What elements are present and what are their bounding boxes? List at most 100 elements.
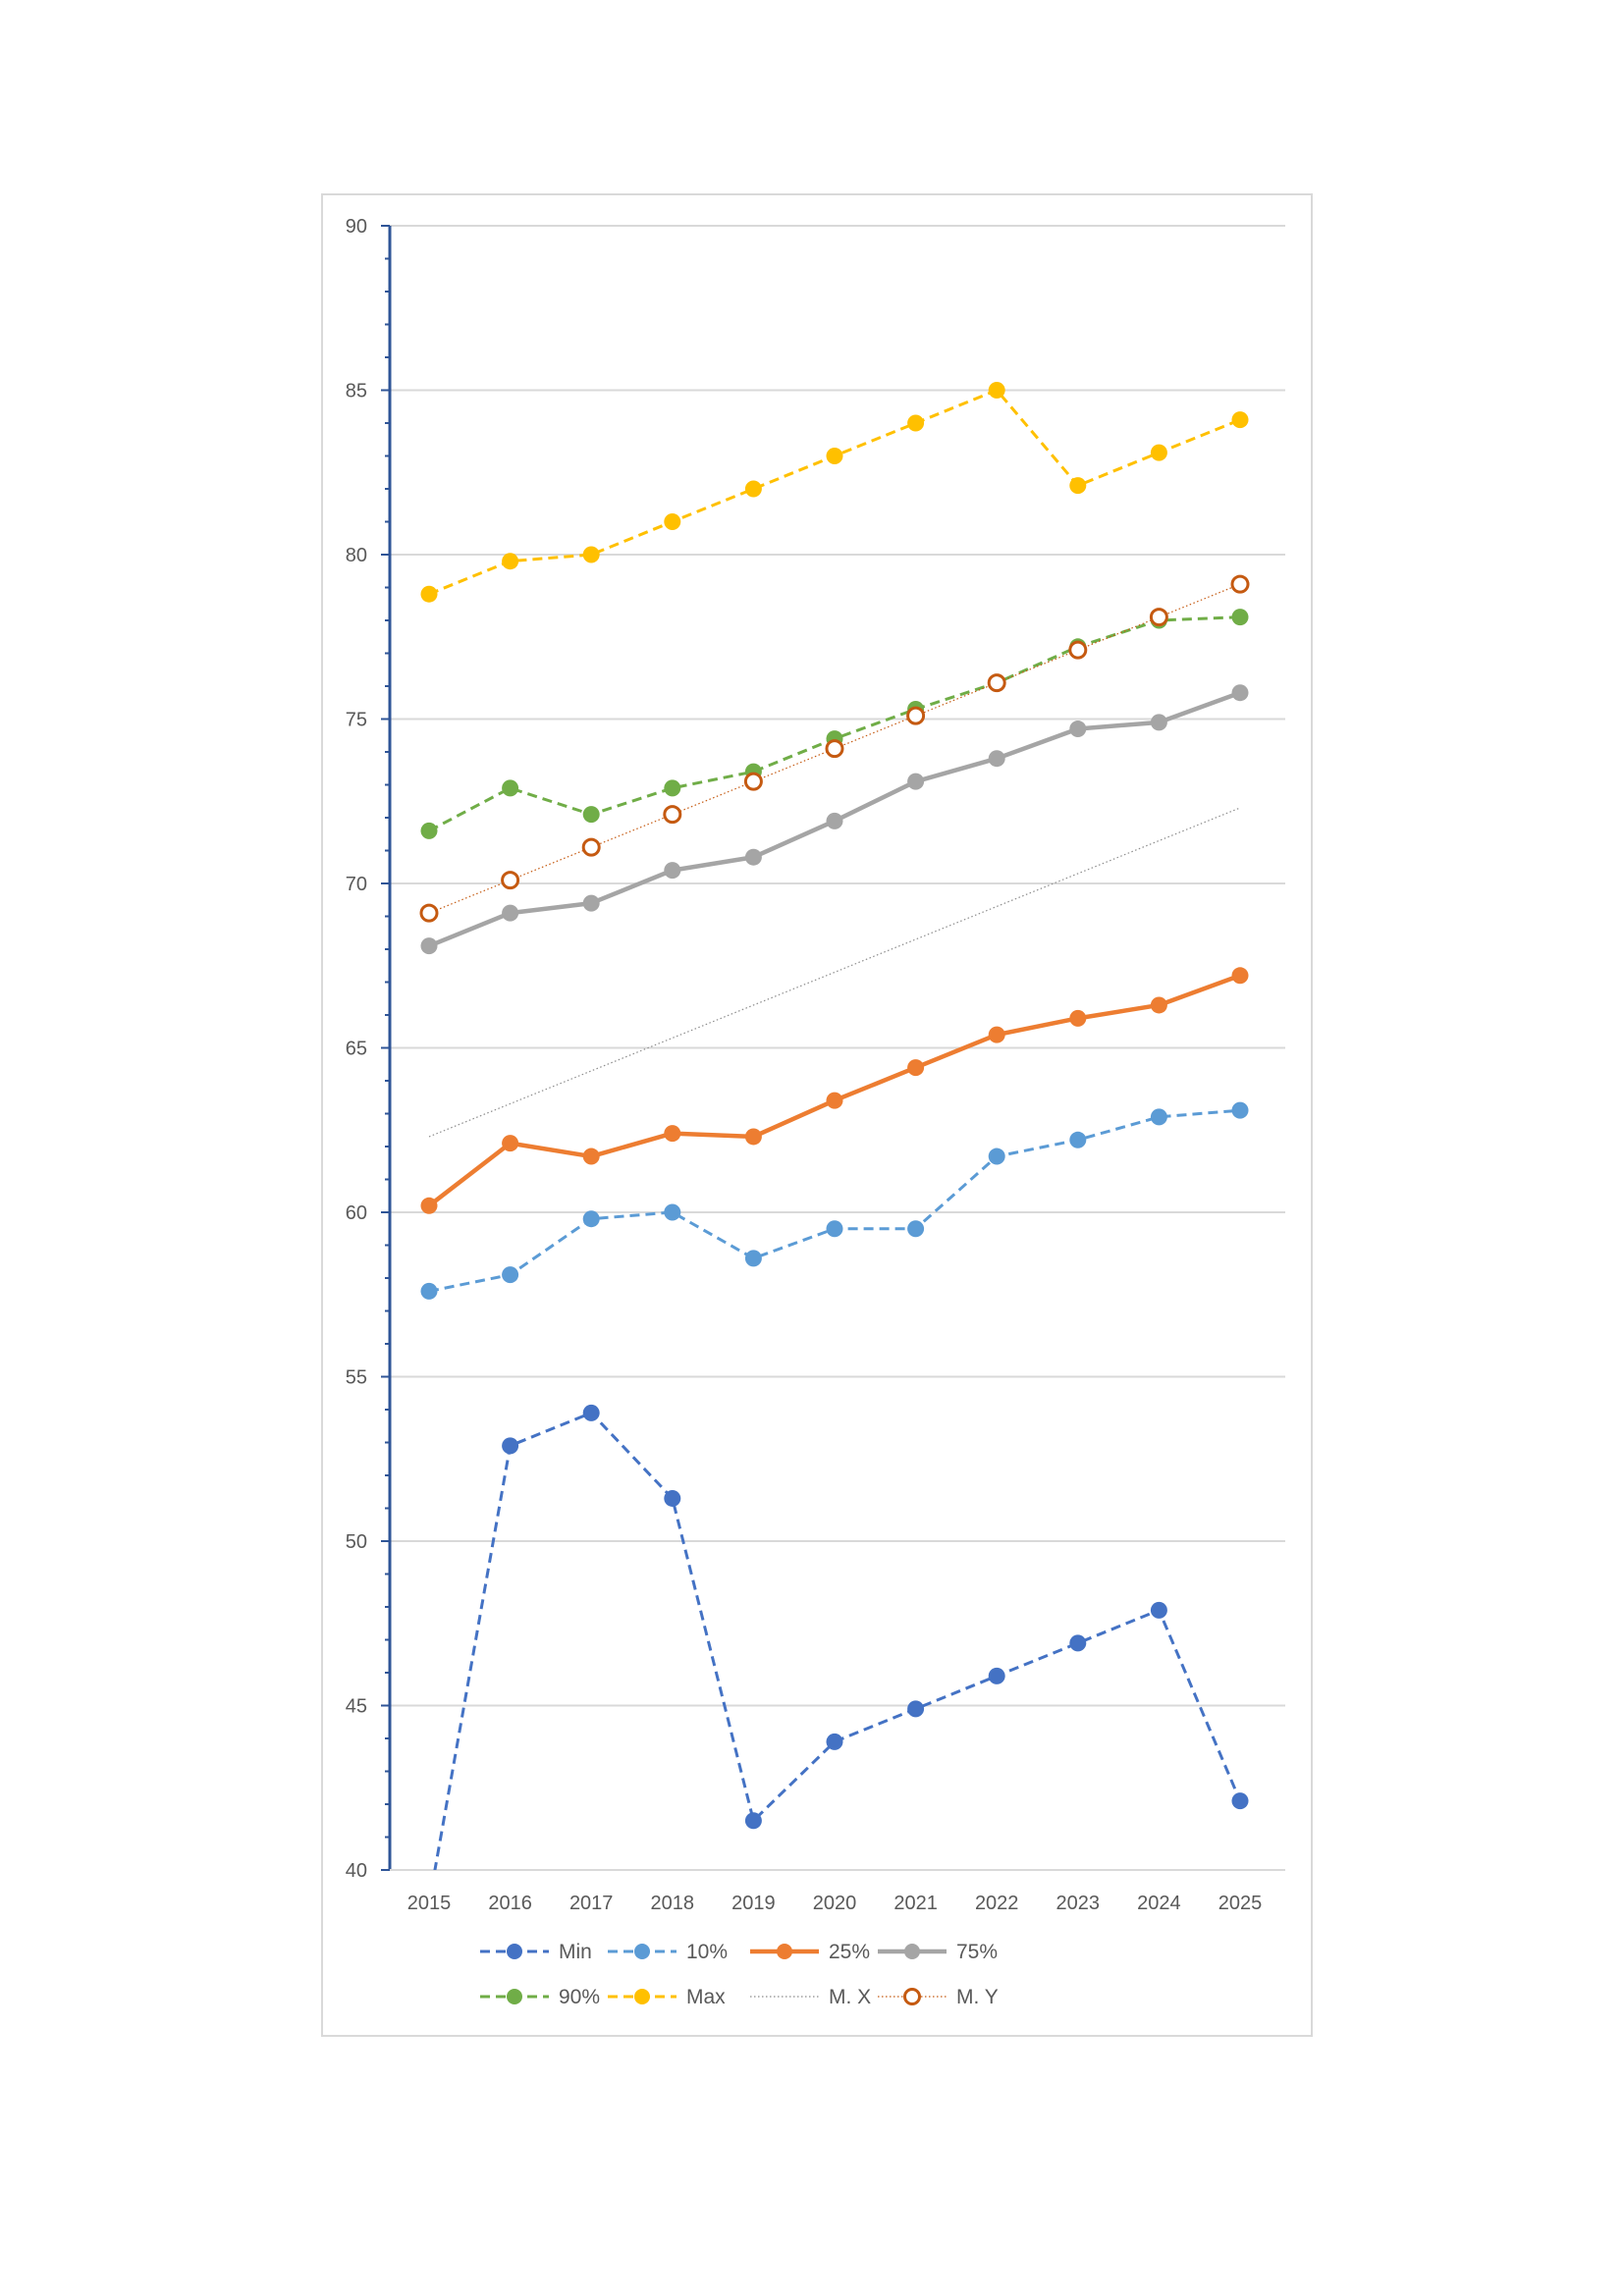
y-tick-label: 60 (346, 1202, 367, 1224)
data-point (420, 1282, 438, 1300)
y-tick-label: 40 (346, 1860, 367, 1882)
data-point (826, 1733, 843, 1750)
data-point (1150, 1601, 1167, 1619)
y-tick-label: 80 (346, 545, 367, 566)
data-point (663, 805, 682, 825)
y-tick-label: 75 (346, 710, 367, 731)
legend-label: Min (559, 1941, 592, 1963)
y-tick-labels: 40 45 50 55 60 65 70 75 80 85 90 (346, 216, 367, 1882)
data-point (1230, 574, 1250, 594)
data-point (744, 1128, 762, 1146)
legend-item-m-x: M. X (750, 1986, 871, 2008)
data-point (743, 772, 763, 791)
data-point (906, 706, 926, 725)
data-point (420, 1197, 438, 1214)
data-point (664, 1489, 681, 1507)
data-point (664, 1203, 681, 1221)
x-tick-label: 2022 (975, 1893, 1018, 1914)
x-tick-label: 2024 (1137, 1893, 1181, 1914)
series-line-m-y (428, 583, 1241, 914)
data-point (744, 848, 762, 866)
data-point (744, 480, 762, 498)
legend-item-m-y: M. Y (878, 1986, 999, 2008)
data-point (420, 585, 438, 603)
x-tick-label: 2017 (569, 1893, 614, 1914)
legend-marker (634, 1944, 650, 1959)
data-point (1231, 1101, 1249, 1119)
data-point (1231, 411, 1249, 429)
legend-marker (634, 1989, 650, 2004)
series-line-min (433, 1411, 1242, 1870)
legend-label: 75% (956, 1941, 998, 1963)
data-point (907, 414, 925, 432)
data-point (664, 779, 681, 797)
x-tick-label: 2021 (893, 1893, 938, 1914)
data-point (664, 862, 681, 880)
data-point (826, 448, 843, 464)
data-point (744, 1250, 762, 1267)
legend-item-90: 90% (480, 1986, 600, 2008)
data-point (988, 1026, 1005, 1043)
x-tick-label: 2016 (488, 1893, 531, 1914)
data-point (419, 903, 439, 923)
data-point (1150, 444, 1167, 461)
series-line-max (428, 389, 1241, 596)
data-point (582, 1148, 600, 1165)
data-point (987, 673, 1006, 693)
data-point (988, 750, 1005, 768)
data-point (1069, 477, 1087, 495)
legend-marker (777, 1944, 792, 1959)
legend-item-25: 25% (750, 1941, 870, 1963)
data-point (502, 1266, 519, 1284)
data-point (1231, 1792, 1249, 1810)
data-point (1069, 1634, 1087, 1652)
legend-item-min: Min (480, 1941, 592, 1963)
data-point (825, 739, 844, 759)
data-point (826, 1220, 843, 1238)
legend-label: 90% (559, 1986, 600, 2008)
data-point (907, 773, 925, 790)
plot-area (419, 382, 1250, 1870)
x-tick-label: 2015 (407, 1893, 452, 1914)
data-point (582, 546, 600, 563)
data-point (502, 1437, 519, 1455)
legend-label: M. Y (956, 1986, 999, 2008)
data-point (1069, 721, 1087, 738)
legend: Min 10% 25% 75% 90% Max M. X M. Y (480, 1941, 999, 2008)
data-point (502, 779, 519, 797)
legend-label: 10% (686, 1941, 728, 1963)
data-point (907, 1220, 925, 1238)
data-point (907, 1700, 925, 1718)
y-tick-label: 70 (346, 874, 367, 895)
data-point (420, 937, 438, 955)
data-point (1231, 609, 1249, 626)
y-tick-label: 45 (346, 1696, 367, 1718)
data-point (826, 1092, 843, 1109)
chart-frame: 40 45 50 55 60 65 70 75 80 85 90 2015 2016 2017 2018 2… (321, 193, 1313, 2037)
series-min (433, 1404, 1249, 1870)
data-point (826, 812, 843, 829)
data-point (420, 822, 438, 839)
legend-label: M. X (829, 1986, 871, 2008)
x-tick-label: 2019 (731, 1893, 776, 1914)
y-tick-label: 90 (346, 216, 367, 238)
legend-marker (903, 1988, 921, 2005)
data-point (1068, 640, 1088, 660)
data-point (582, 1210, 600, 1228)
series-m-y (419, 574, 1250, 923)
data-point (582, 1404, 600, 1421)
x-tick-label: 2018 (651, 1893, 695, 1914)
data-point (988, 1148, 1005, 1165)
series-75 (420, 684, 1249, 955)
x-tick-label: 2025 (1218, 1893, 1263, 1914)
x-tick-label: 2020 (813, 1893, 857, 1914)
data-point (501, 871, 520, 890)
y-tick-label: 55 (346, 1367, 367, 1389)
legend-item-75: 75% (878, 1941, 998, 1963)
data-point (1069, 1009, 1087, 1027)
data-point (581, 837, 601, 857)
legend-marker (507, 1944, 522, 1959)
data-point (1069, 1131, 1087, 1148)
data-point (988, 1667, 1005, 1684)
